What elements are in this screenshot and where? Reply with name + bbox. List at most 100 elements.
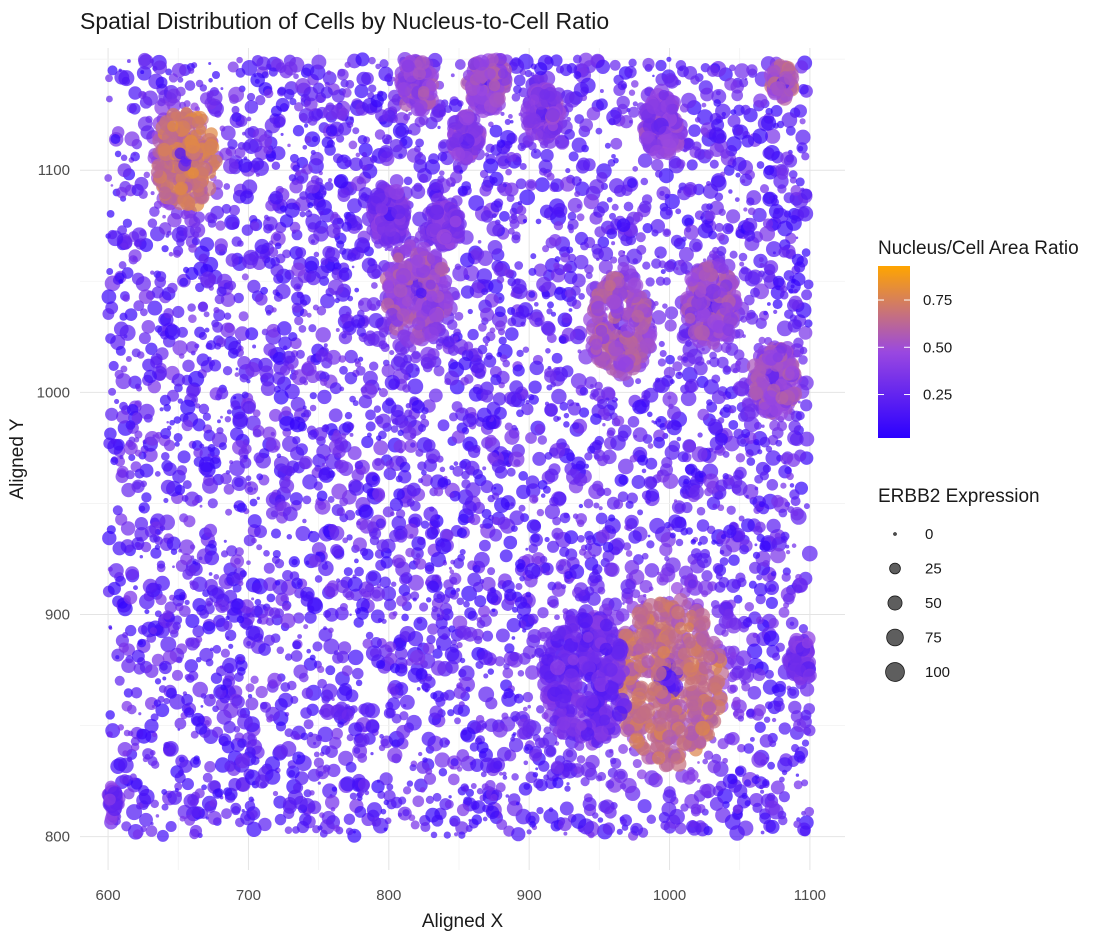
cell-point [635,232,646,243]
cell-point [427,623,439,635]
cell-point [183,225,196,238]
cell-point [256,56,271,71]
cell-point [405,403,412,409]
cell-point [331,727,343,740]
cell-point [681,502,693,514]
cell-point [793,718,807,733]
cell-point [226,216,239,230]
cell-point [786,472,794,481]
cell-point [150,356,163,369]
cell-point [759,734,774,748]
cell-point [194,226,202,234]
cell-point [202,477,218,494]
cell-point [715,90,721,96]
cell-point [300,707,312,719]
cell-point [207,498,218,509]
cell-point [117,163,132,178]
cell-point [220,415,223,419]
cell-point [691,446,708,463]
cell-point [375,63,381,70]
cell-point [245,683,255,693]
cell-point [173,416,182,424]
cell-point [635,378,642,385]
cell-point [579,386,589,396]
cell-point [431,814,444,827]
cell-point [643,387,659,403]
cell-point [392,637,407,652]
cell-point [616,828,623,835]
cell-point [792,319,802,330]
cell-point [303,409,312,418]
cell-point [733,349,745,361]
cell-point [107,65,118,76]
cell-point [299,191,309,200]
cell-point [380,556,393,569]
cell-point [126,59,131,64]
cell-point [423,772,437,785]
cell-point [293,612,305,624]
cell-point [160,479,176,495]
cell-point [215,220,226,231]
cell-point [354,84,369,99]
cell-point [499,549,513,563]
cell-point [163,741,170,749]
cell-point [528,267,537,276]
cell-point [306,369,320,384]
cell-point [538,159,553,174]
cell-point [410,820,420,830]
cell-point [563,831,568,836]
cell-point [611,241,616,246]
cell-point [628,58,637,67]
cell-point [709,356,720,368]
cell-point [176,465,188,476]
cell-point [347,649,364,666]
cell-point [188,314,197,323]
cell-point [150,547,162,559]
cell-point [448,795,452,799]
cell-point [107,566,113,572]
cell-point [756,161,765,169]
cell-point [585,272,593,279]
cell-point [794,60,809,74]
cell-point [762,779,770,787]
cell-point [453,686,467,699]
cell-point [504,588,517,602]
cell-point [487,567,496,576]
cell-point [124,308,138,321]
cell-point [558,817,572,832]
cell-point [518,471,529,481]
cell-point [418,173,429,184]
cell-point [474,635,483,645]
cell-point [236,615,245,624]
cell-point [123,590,138,605]
cell-point [714,222,724,232]
cell-point [117,742,133,757]
cell-point [155,76,168,89]
cell-point [795,129,811,145]
cell-point [703,149,714,160]
cell-point [507,652,523,668]
cell-point [366,432,372,438]
cell-point [295,443,308,456]
cell-point [522,346,530,353]
cell-point [490,483,504,496]
cell-point [522,719,537,734]
cell-point [696,803,706,814]
cell-point [371,816,382,827]
cell-point [247,486,254,493]
cell-point [753,93,768,108]
cell-point [469,742,479,752]
cell-point [357,134,368,145]
cell-point [495,782,506,793]
cell-point [237,580,244,587]
cell-point [571,176,582,187]
cell-point [149,627,158,635]
cell-point [406,482,421,497]
cell-point [674,502,685,513]
cell-point [510,120,514,124]
cell-point [776,167,789,180]
cell-point [234,557,241,565]
cell-point [633,434,638,438]
cell-point [517,200,523,206]
cell-point [105,333,116,344]
